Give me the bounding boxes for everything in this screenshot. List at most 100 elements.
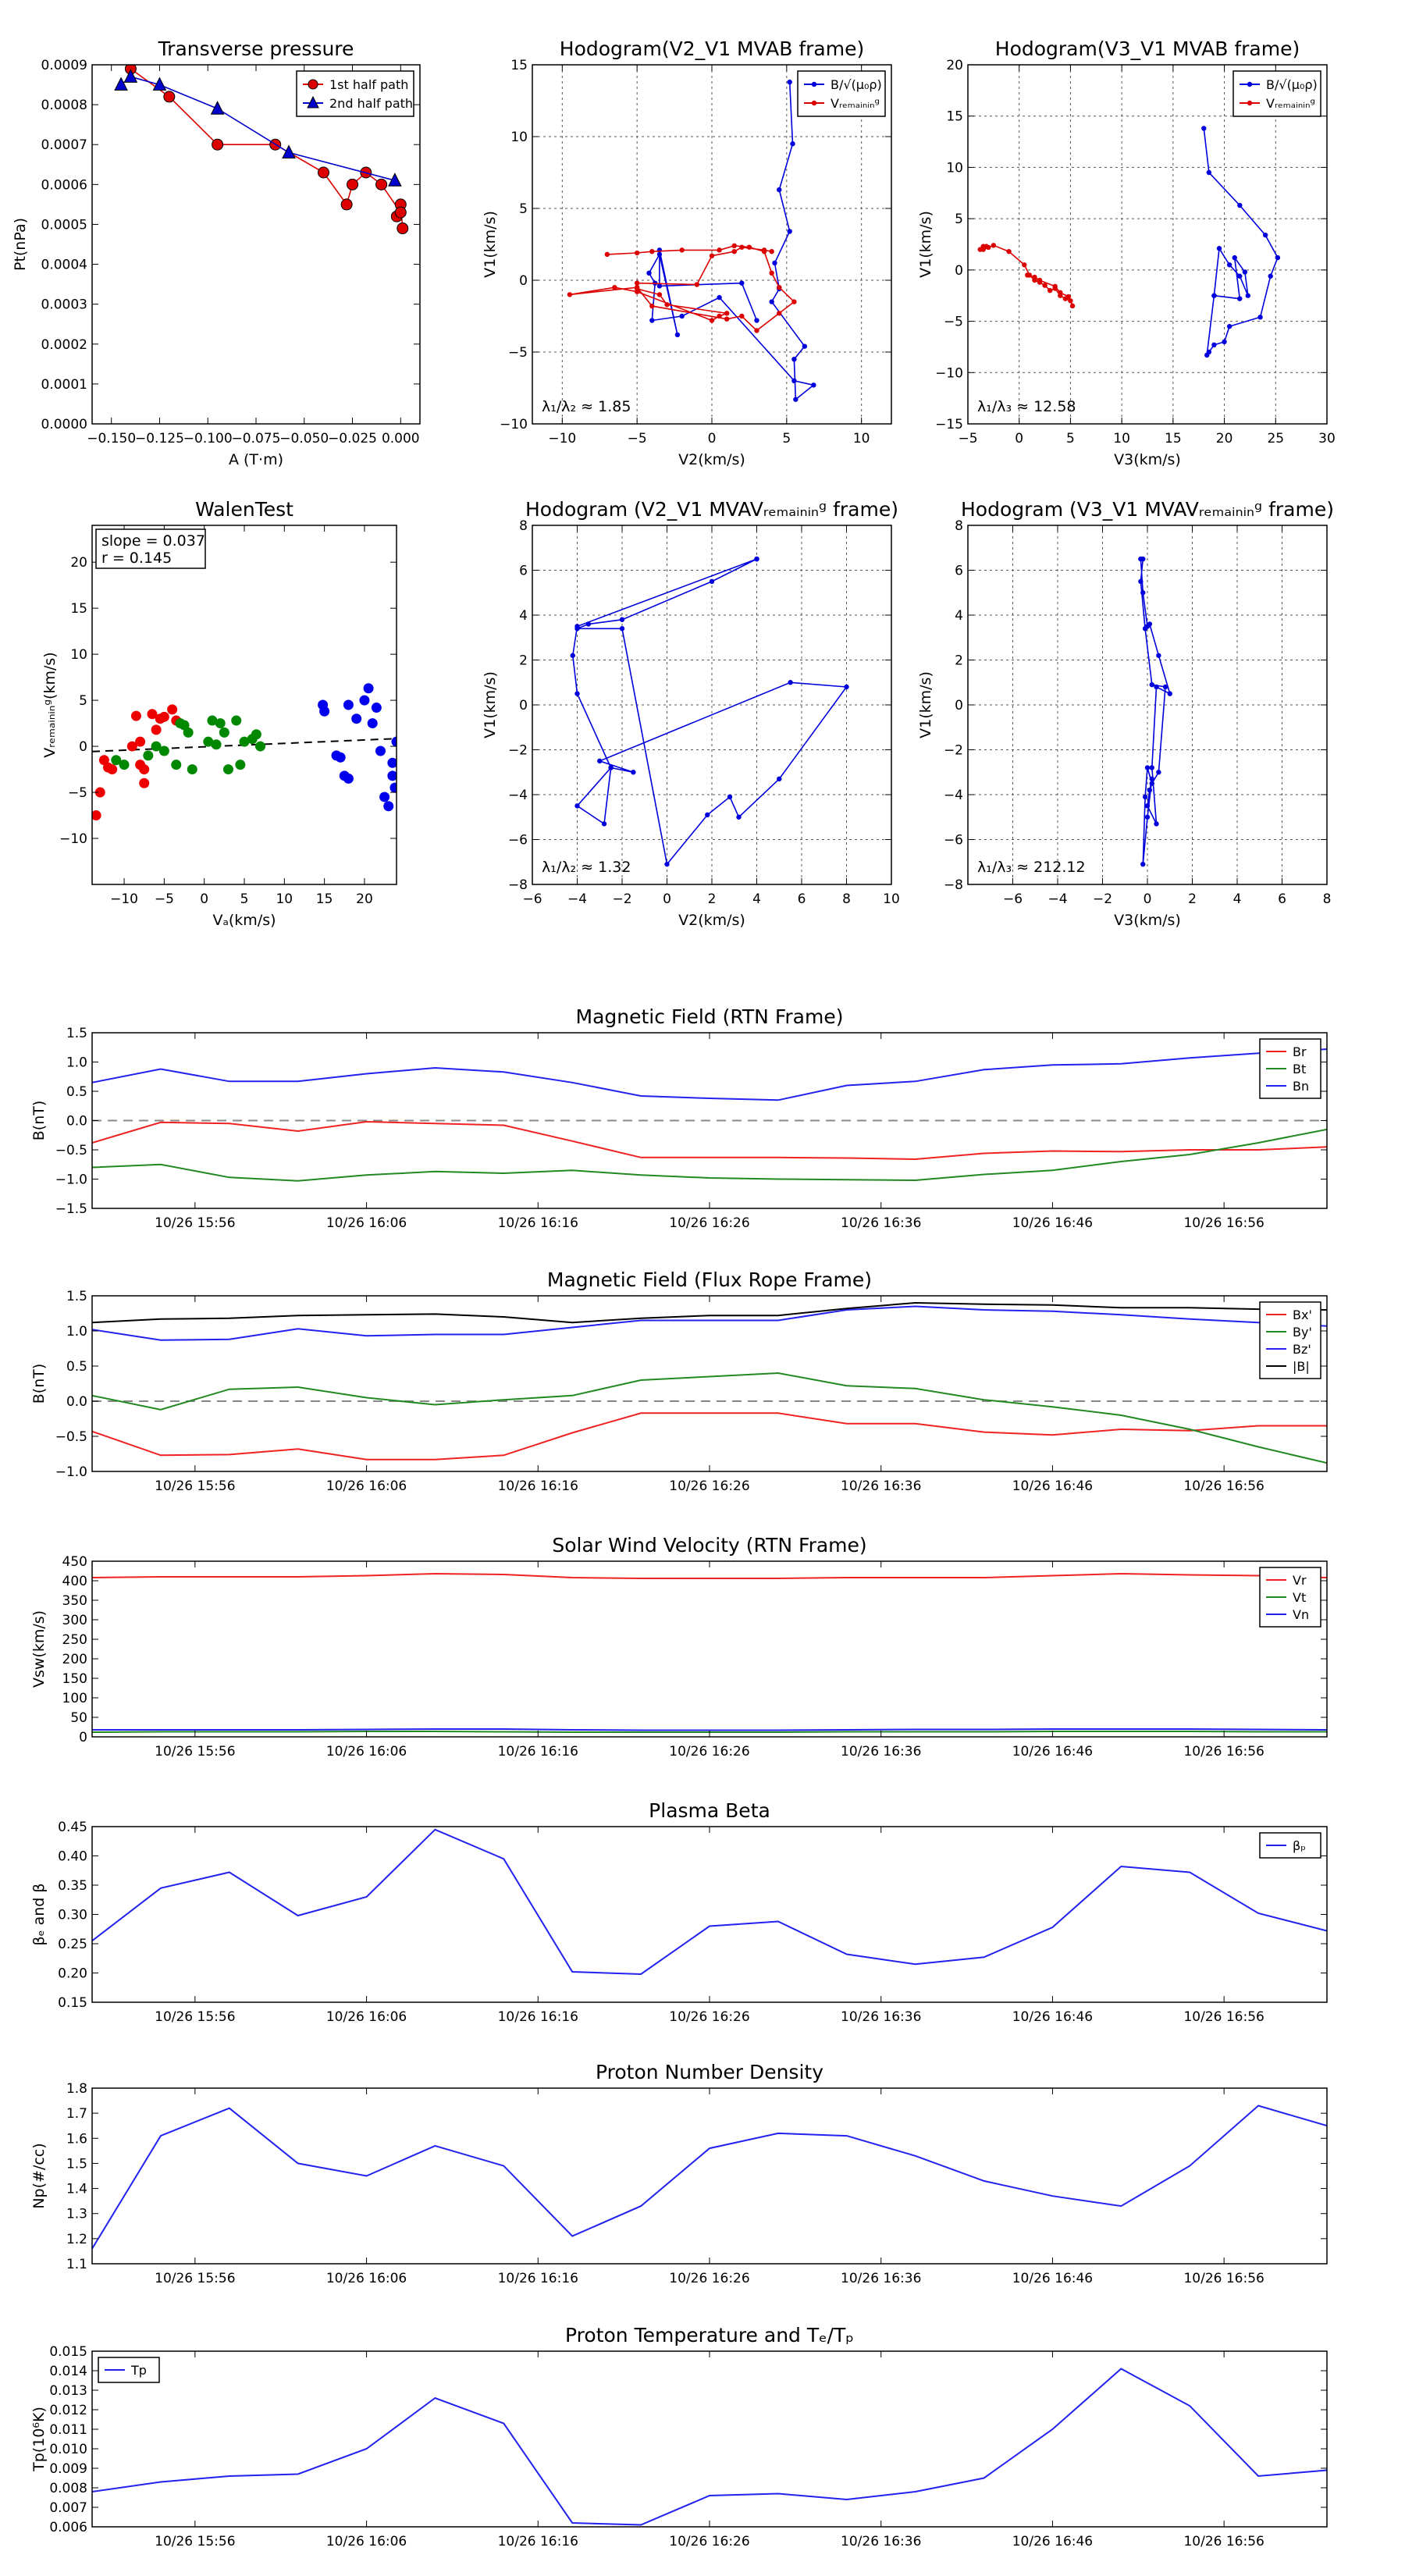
y-tick-label: 0 — [519, 698, 528, 713]
data-point — [634, 250, 640, 256]
y-tick-label: 0.013 — [49, 2383, 87, 2399]
y-tick-label: 0.007 — [49, 2500, 87, 2516]
y-tick-label: −15 — [935, 417, 963, 432]
x-tick-label: 10/26 16:46 — [1012, 2009, 1093, 2025]
data-point — [679, 247, 685, 253]
data-point — [1156, 770, 1161, 775]
x-tick-label: 10/26 16:26 — [669, 1478, 749, 1494]
data-point — [211, 739, 222, 750]
data-point — [371, 703, 382, 713]
series-0 — [570, 556, 849, 867]
data-point — [139, 764, 150, 775]
y-tick-label: 150 — [62, 1671, 87, 1687]
y-axis-label: V1(km/s) — [482, 211, 499, 278]
legend-label: B/√(μ₀ρ) — [1266, 77, 1318, 92]
y-tick-label: 0.010 — [49, 2442, 87, 2457]
annotation-text: λ₁/λ₂ ≈ 1.85 — [542, 398, 631, 415]
legend: 1st half path 2nd half path — [296, 70, 414, 117]
data-point — [94, 787, 105, 798]
data-point — [152, 76, 167, 91]
y-tick-label: 2 — [519, 653, 528, 669]
legend-label: By' — [1293, 1325, 1312, 1340]
data-point — [219, 727, 229, 738]
y-tick-label: 0.009 — [49, 2461, 87, 2477]
data-point — [1069, 303, 1076, 309]
data-point — [791, 357, 797, 362]
x-tick-label: 2 — [708, 891, 717, 907]
data-point — [389, 782, 397, 793]
y-tick-label: −10 — [935, 365, 963, 381]
data-point — [793, 397, 799, 402]
data-point — [1167, 691, 1172, 696]
data-point — [183, 727, 194, 738]
axes-frame — [91, 2350, 1328, 2528]
data-point — [1226, 323, 1232, 329]
data-point — [375, 178, 388, 190]
series-0 — [1138, 556, 1172, 867]
data-point — [1162, 684, 1168, 690]
y-tick-label: 1.6 — [66, 2131, 87, 2147]
y-axis-label: Vᵣₑₘₐᵢₙᵢₙᵍ(km/s) — [41, 652, 59, 757]
series-vn — [92, 1728, 1327, 1731]
data-point — [397, 222, 409, 235]
x-tick-label: 6 — [798, 891, 806, 907]
data-point — [1144, 814, 1151, 820]
data-point — [739, 244, 745, 250]
data-point — [343, 699, 354, 710]
data-point — [363, 683, 374, 694]
x-tick-label: −0.025 — [328, 431, 377, 447]
x-tick-label: 25 — [1267, 431, 1284, 447]
legend-label: 1st half path — [329, 77, 408, 92]
y-tick-label: 0.15 — [58, 1995, 87, 2011]
series-1 — [111, 715, 266, 775]
data-point — [709, 253, 715, 258]
chart-mag_fr: 10/26 15:56 10/26 16:06 10/26 16:16 10/26 1… — [30, 1268, 1328, 1494]
chart-mag_rtn: 10/26 15:56 10/26 16:06 10/26 16:16 10/26 1… — [30, 1005, 1328, 1231]
y-tick-label: 20 — [946, 58, 963, 73]
data-point — [203, 736, 214, 747]
y-tick-label: −10 — [500, 417, 528, 432]
data-point — [340, 198, 353, 211]
y-tick-label: 100 — [62, 1691, 87, 1706]
data-point — [1022, 262, 1027, 268]
chart-title: Plasma Beta — [649, 1799, 770, 1822]
plot-area — [92, 2368, 1327, 2526]
data-point — [777, 285, 782, 290]
data-point — [608, 765, 614, 770]
data-point — [1154, 684, 1159, 690]
x-tick-label: 10/26 16:36 — [841, 1215, 921, 1231]
y-tick-label: −5 — [944, 315, 963, 330]
chart-h1: −10 −5 0 5 10 −10 −5 0 5 10 15 Hodogram(V2_V1 MVAB … — [482, 37, 892, 468]
data-point — [1156, 653, 1161, 658]
data-point — [1042, 283, 1048, 288]
legend-label: 2nd half path — [329, 96, 413, 111]
series-line — [92, 1412, 1327, 1461]
y-tick-label: 0.45 — [58, 1820, 87, 1835]
x-tick-label: −10 — [548, 431, 576, 447]
y-tick-label: 0 — [955, 263, 963, 279]
data-point — [383, 801, 394, 812]
data-point — [1201, 126, 1207, 131]
data-point — [130, 710, 141, 721]
y-tick-label: 0 — [79, 739, 87, 755]
x-tick-label: −5 — [958, 431, 977, 447]
data-point — [210, 101, 225, 115]
data-point — [769, 270, 774, 276]
data-point — [394, 206, 407, 219]
data-point — [705, 812, 710, 818]
x-tick-label: 5 — [782, 431, 791, 447]
data-point — [664, 861, 670, 867]
data-point — [114, 76, 128, 91]
y-tick-label: −1.5 — [55, 1201, 87, 1217]
plot-area — [92, 1048, 1327, 1182]
data-point — [1247, 81, 1253, 87]
x-tick-label: 0 — [200, 891, 208, 907]
x-tick-label: 10/26 16:16 — [498, 2534, 578, 2549]
annotation-text: λ₁/λ₃ ≈ 12.58 — [977, 398, 1076, 415]
y-tick-label: 0 — [79, 1730, 87, 1745]
data-point — [1037, 277, 1043, 283]
x-tick-label: 10/26 16:06 — [326, 2009, 407, 2025]
series-bt — [92, 1128, 1327, 1182]
x-tick-label: 0 — [1015, 431, 1023, 447]
y-tick-label: 0.25 — [58, 1937, 87, 1952]
